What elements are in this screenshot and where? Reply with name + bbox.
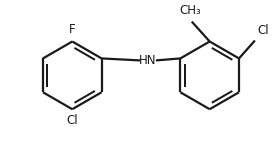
Text: CH₃: CH₃: [179, 4, 201, 17]
Text: HN: HN: [139, 54, 157, 67]
Text: Cl: Cl: [257, 24, 269, 37]
Text: Cl: Cl: [67, 114, 78, 127]
Text: F: F: [69, 22, 76, 35]
